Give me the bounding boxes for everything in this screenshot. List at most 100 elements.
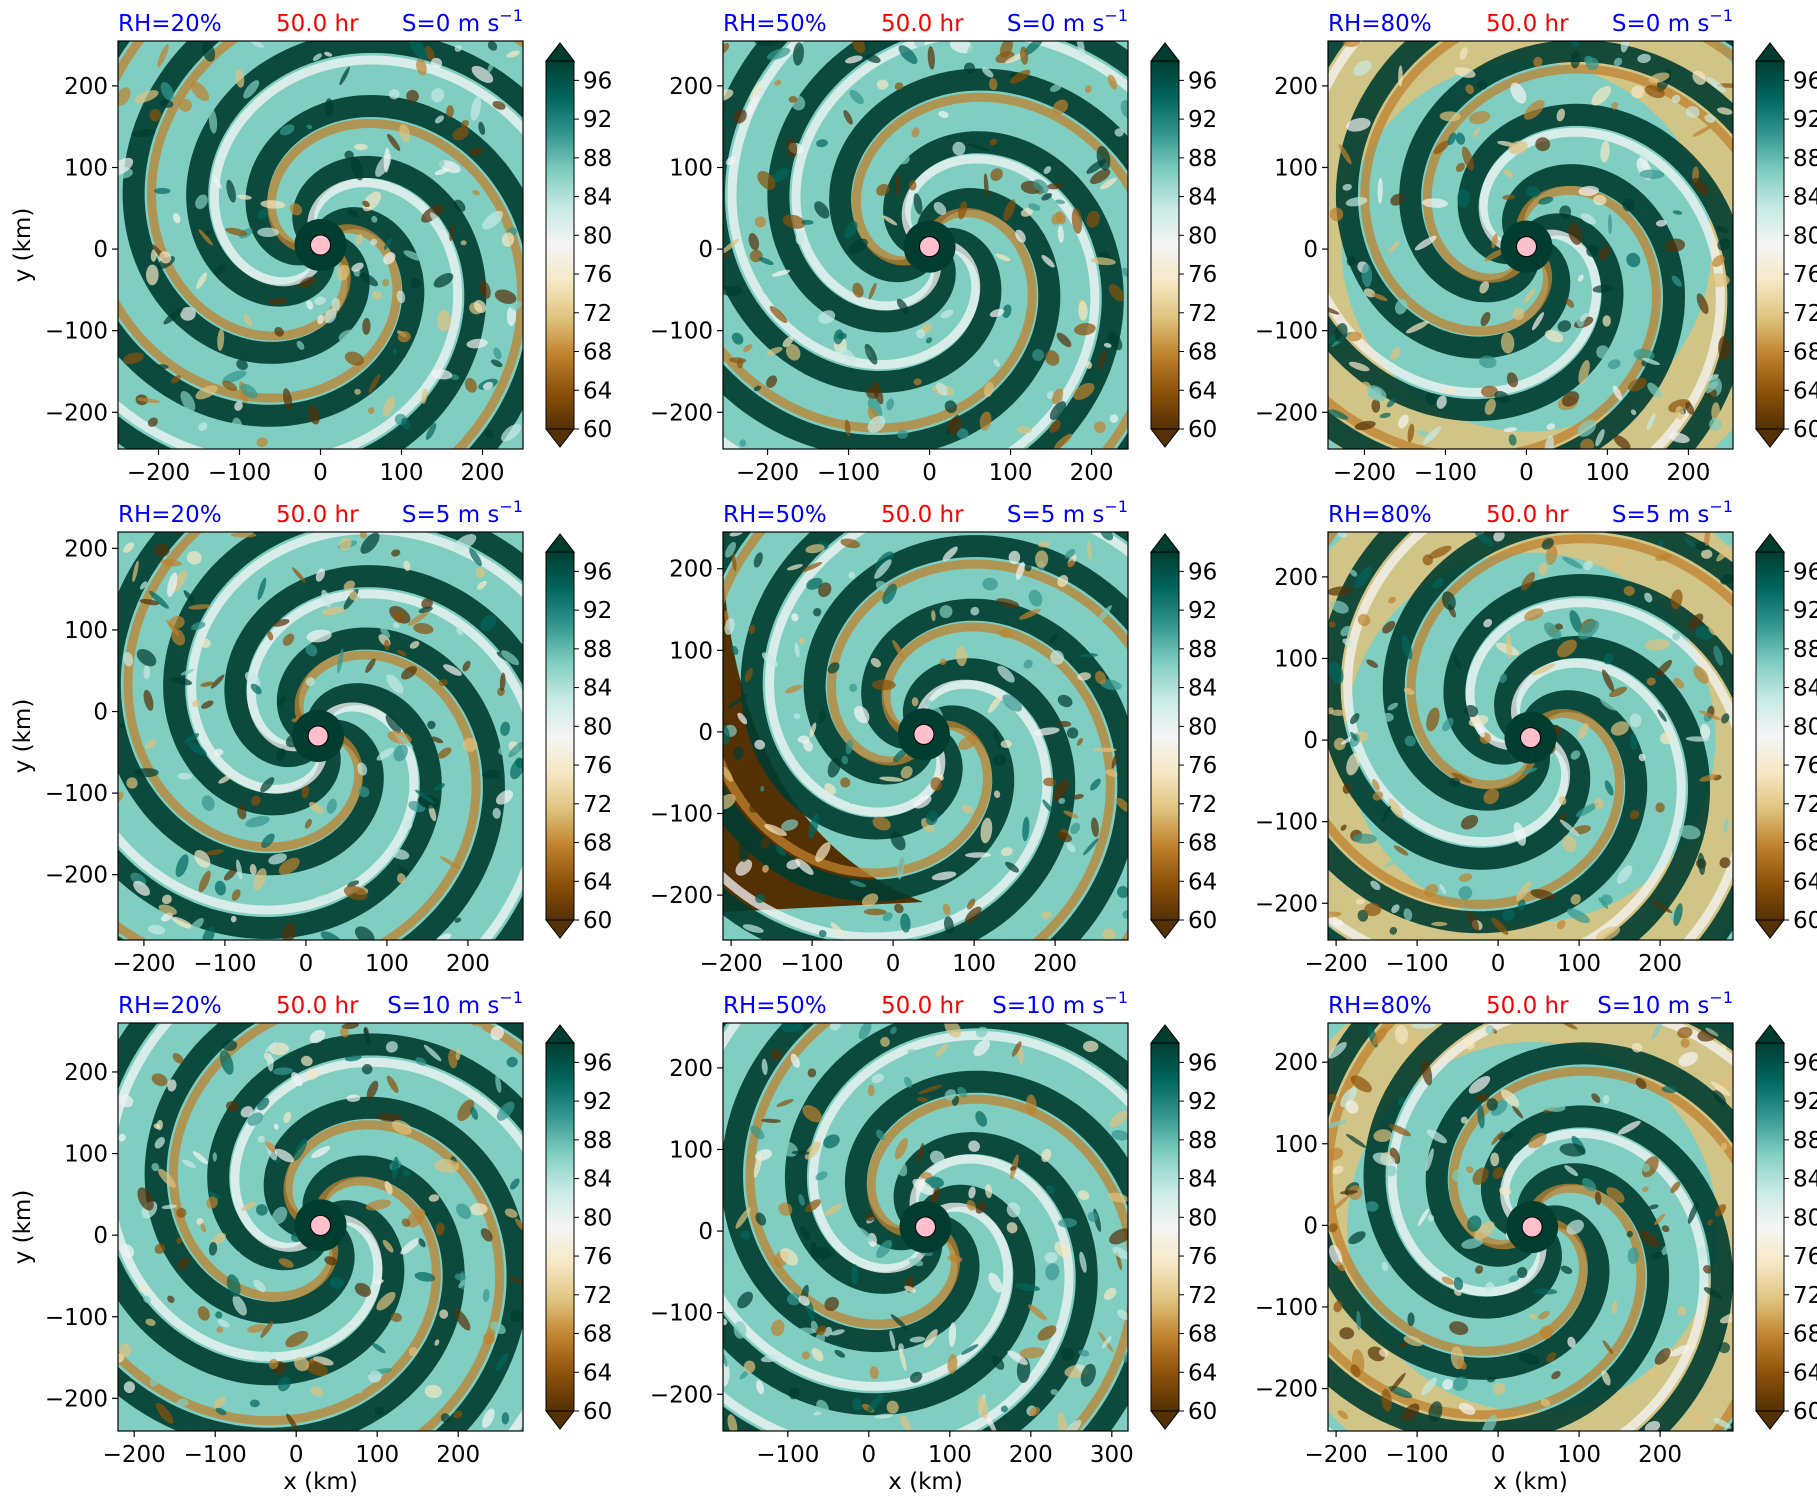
x-tick-label: 100 [355,1442,399,1468]
x-tick-label: −200 [1305,951,1368,977]
time-label: 50.0 hr [1486,502,1569,528]
colorbar-tick-label: 92 [1188,107,1217,133]
shear-label: S=5 m s−1 [1612,497,1733,528]
shear-label: S=10 m s−1 [387,988,523,1019]
storm-center-marker [1516,236,1537,258]
colorbar-extend-top [544,1024,576,1044]
x-tick-label: 100 [365,951,409,977]
colorbar-tick-label: 88 [1188,146,1217,172]
time-label: 50.0 hr [276,993,359,1019]
y-tick-label: 200 [64,1060,108,1086]
x-tick-label: 200 [461,460,505,486]
x-tick-label: −100 [193,951,256,977]
colorbar-tick-label: 76 [583,1244,612,1270]
shear-label: S=0 m s−1 [402,6,523,37]
colorbar-extend-bottom [1149,428,1181,448]
y-tick-label: 0 [1303,728,1318,754]
colorbar-tick-label: 68 [1188,1322,1217,1348]
y-tick-label: 100 [1274,155,1318,181]
time-label: 50.0 hr [1486,11,1569,37]
colorbar-extend-bottom [544,919,576,939]
y-axis-label: y (km) [10,1190,36,1265]
y-tick-label: 200 [64,536,108,562]
x-tick-label: −100 [1386,951,1449,977]
colorbar-tick-label: 88 [583,1128,612,1154]
x-tick-label: 0 [886,951,901,977]
rh-field [118,41,523,449]
x-tick-label: 200 [436,1442,480,1468]
axes-frame [117,531,524,941]
colorbar-tick-label: 80 [1188,223,1217,249]
rh-label: RH=80% [1328,993,1432,1019]
y-tick-label: 200 [669,557,713,583]
time-label: 50.0 hr [881,993,964,1019]
y-tick-label: −100 [650,802,713,828]
y-tick-label: 0 [1303,237,1318,263]
colorbar-tick-label: 60 [1188,417,1217,443]
colorbar-tick-label: 76 [1188,262,1217,288]
colorbar-extend-bottom [1754,1410,1786,1430]
y-tick-label: −200 [650,400,713,426]
colorbar-tick-label: 80 [1188,714,1217,740]
y-tick-label: 0 [698,237,713,263]
panel-rh50-s0: −200 −100 0 100 200 200 100 0 −100 −200 RH=50% 50.0… [650,6,1217,486]
y-axis-label: y (km) [10,699,36,774]
colorbar-tick-label: 68 [1793,1322,1817,1348]
colorbar-tick-label: 92 [1793,1089,1817,1115]
colorbar-tick-label: 92 [583,598,612,624]
colorbar: 96 92 88 84 80 76 72 68 64 60 [544,1024,612,1430]
x-axis-label: x (km) [888,1469,963,1495]
colorbar-tick-label: 72 [1188,1283,1217,1309]
x-tick-label: 100 [928,1442,972,1468]
panel-rh20-s10: −200 −100 0 100 200 200 100 0 −100 −200 RH=20% 50.0… [10,988,612,1495]
y-tick-label: 0 [1303,1213,1318,1239]
y-tick-label: 100 [64,155,108,181]
time-label: 50.0 hr [1486,993,1569,1019]
x-tick-label: 100 [989,460,1033,486]
colorbar-tick-label: 92 [1793,598,1817,624]
y-tick-label: −100 [1255,810,1318,836]
y-tick-label: 0 [93,1223,108,1249]
x-axis-label: x (km) [283,1469,358,1495]
y-tick-label: 0 [93,700,108,726]
colorbar-tick-label: 64 [1188,378,1217,404]
rh-field [723,41,1128,449]
panel-rh50-s10: −100 0 100 200 300 200 100 0 −100 −200 RH=50% 50.0 … [650,988,1217,1495]
rh-label: RH=50% [723,993,827,1019]
colorbar-tick-label: 76 [1188,1244,1217,1270]
y-tick-label: 200 [669,1056,713,1082]
colorbar-tick-label: 68 [583,1322,612,1348]
rh-label: RH=20% [118,502,222,528]
x-tick-label: 0 [299,951,314,977]
y-tick-label: 100 [64,1142,108,1168]
colorbar-tick-label: 92 [1188,598,1217,624]
x-tick-label: 0 [289,1442,304,1468]
colorbar-tick-label: 92 [583,1089,612,1115]
colorbar-tick-label: 96 [1188,68,1217,94]
shear-label: S=0 m s−1 [1007,6,1128,37]
colorbar-tick-label: 80 [1793,714,1817,740]
colorbar-tick-label: 88 [583,146,612,172]
x-tick-label: 200 [1638,951,1682,977]
colorbar-tick-label: 72 [1793,1283,1817,1309]
colorbar-extend-top [1149,533,1181,553]
colorbar-tick-label: 88 [1793,1128,1817,1154]
y-tick-label: 200 [669,74,713,100]
x-tick-label: 200 [1638,1442,1682,1468]
rh-label: RH=80% [1328,11,1432,37]
colorbar-extend-top [544,42,576,62]
colorbar-tick-label: 80 [583,714,612,740]
time-label: 50.0 hr [881,11,964,37]
colorbar-tick-label: 84 [583,185,612,211]
colorbar-tick-label: 92 [1188,1089,1217,1115]
colorbar: 96 92 88 84 80 76 72 68 64 60 [544,533,612,939]
colorbar-tick-label: 76 [1793,1244,1817,1270]
colorbar-tick-label: 64 [583,1360,612,1386]
panel-rh80-s10: −200 −100 0 100 200 200 100 0 −100 −200 RH=80% 50.0… [1255,988,1817,1495]
rh-label: RH=50% [723,11,827,37]
colorbar-tick-label: 68 [1188,831,1217,857]
y-tick-label: −100 [650,319,713,345]
colorbar-tick-label: 92 [583,107,612,133]
colorbar-tick-label: 96 [583,68,612,94]
